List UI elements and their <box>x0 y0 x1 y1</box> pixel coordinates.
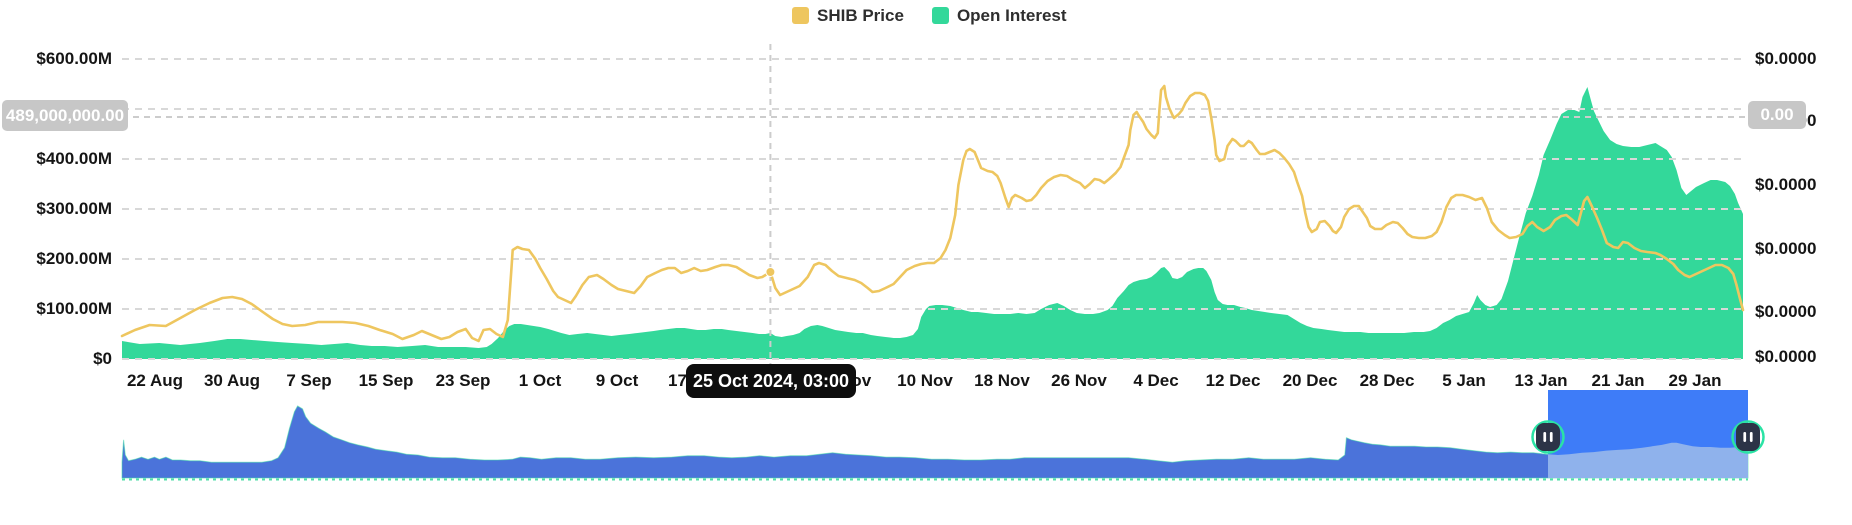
x-axis-label: 23 Sep <box>435 371 491 390</box>
navigator-handle-left[interactable] <box>1531 420 1565 454</box>
x-axis-label: 26 Nov <box>1051 371 1107 390</box>
y-axis-label-left: $400.00M <box>36 149 112 168</box>
x-axis-label: 28 Dec <box>1359 371 1415 390</box>
open-interest-area[interactable] <box>122 87 1743 359</box>
y-axis-label-right: $0.0000 <box>1755 239 1817 258</box>
x-axis-label: 20 Dec <box>1282 371 1338 390</box>
tooltip: 25 Oct 2024, 03:00 <box>686 364 856 398</box>
right-crosshair-value-badge: 0.00 <box>1748 101 1806 129</box>
legend-label-shib-price: SHIB Price <box>817 6 904 25</box>
y-axis-label-right: $0.0000 <box>1755 175 1817 194</box>
x-axis-label: 9 Oct <box>595 371 639 390</box>
legend-label-open-interest: Open Interest <box>956 6 1067 25</box>
shib-price-line[interactable] <box>120 84 1745 343</box>
y-axis-label-left: $200.00M <box>36 249 112 268</box>
x-axis-label: 10 Nov <box>897 371 953 390</box>
navigator-series-selected[interactable] <box>122 406 1748 478</box>
legend: SHIB Price Open Interest <box>792 7 1067 24</box>
x-axis-label: 30 Aug <box>203 371 261 390</box>
x-axis-label: 13 Jan <box>1514 371 1568 390</box>
x-axis-label: 4 Dec <box>1133 371 1179 390</box>
hover-point-marker <box>765 267 776 277</box>
y-axis-label-right: $0.0000 <box>1755 49 1817 68</box>
x-axis-label: 22 Aug <box>126 371 184 390</box>
pause-bars-icon <box>1743 432 1747 442</box>
y-axis-label-right: $0.0000 <box>1755 302 1817 321</box>
x-axis-label: 7 Sep <box>286 371 332 390</box>
y-axis-label-right: $0.0000 <box>1755 347 1817 366</box>
legend-item-shib-price[interactable]: SHIB Price <box>792 7 904 24</box>
left-crosshair-value-badge: 489,000,000.00 <box>2 100 128 131</box>
x-axis-label: 18 Nov <box>974 371 1030 390</box>
x-axis-label: 21 Jan <box>1591 371 1645 390</box>
y-axis-label-left: $600.00M <box>36 49 112 68</box>
y-axis-label-left: $300.00M <box>36 199 112 218</box>
open-interest-swatch-icon <box>931 7 949 24</box>
y-axis-label-left: $0 <box>93 349 112 368</box>
navigator-series[interactable] <box>121 405 1749 479</box>
shib-price-swatch-icon <box>792 7 809 24</box>
navigator-handle-right[interactable] <box>1731 420 1765 454</box>
x-axis-label: 1 Oct <box>518 371 562 390</box>
y-axis-label-left: $100.00M <box>36 299 112 318</box>
x-axis-label: 29 Jan <box>1668 371 1722 390</box>
x-axis-label: 5 Jan <box>1442 371 1486 390</box>
legend-item-open-interest[interactable]: Open Interest <box>931 6 1067 25</box>
x-axis-label: 15 Sep <box>358 371 414 390</box>
pause-bars-icon <box>1543 432 1547 442</box>
x-axis-label: 12 Dec <box>1205 371 1261 390</box>
